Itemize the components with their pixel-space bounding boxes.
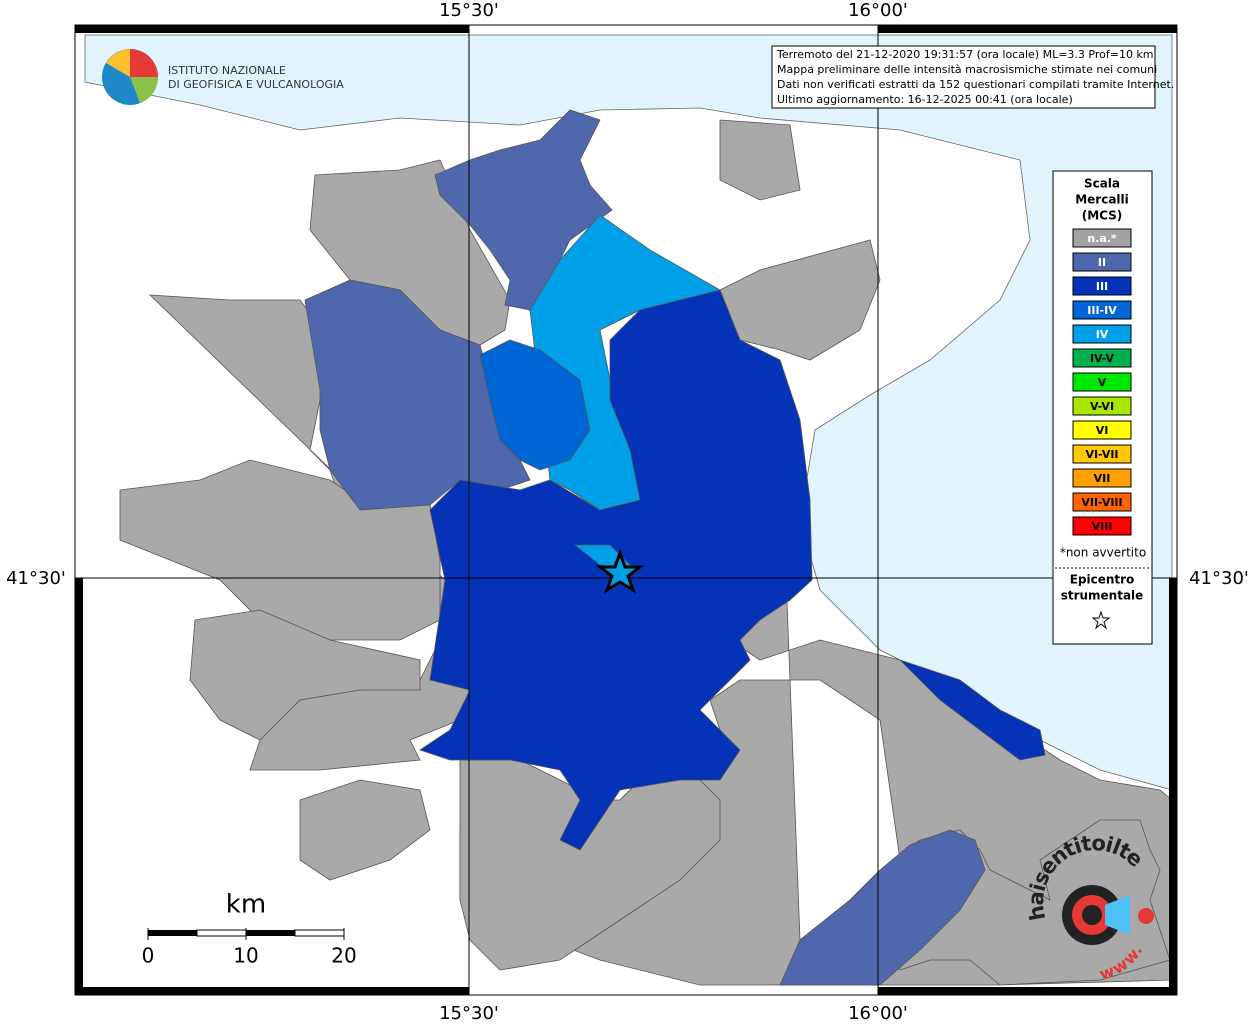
logo-text: DI GEOFISICA E VULCANOLOGIA [168, 78, 344, 91]
legend-label: V-VI [1090, 400, 1114, 413]
legend: ScalaMercalli(MCS)n.a.*IIIIIIII-IVIVIV-V… [1052, 170, 1153, 645]
coordinates: 15°30' 16°00' 15°30' 16°00' 41°30' 41°30… [6, 0, 1249, 1024]
info-line: Dati non verificati estratti da 152 ques… [777, 78, 1174, 91]
legend-label: VIII [1092, 520, 1113, 533]
legend-title: Mercalli [1075, 193, 1129, 207]
scale-tick-label: 10 [233, 944, 258, 968]
legend-label: VII-VIII [1081, 496, 1122, 509]
legend-swatch [1072, 420, 1132, 440]
legend-label: II [1098, 256, 1106, 269]
legend-label: VI [1096, 424, 1109, 437]
legend-swatch [1072, 516, 1132, 536]
legend-label: VI-VII [1085, 448, 1118, 461]
coord-label: 15°30' [439, 0, 499, 21]
legend-epicenter: strumentale [1061, 589, 1144, 603]
info-line: Ultimo aggiornamento: 16-12-2025 00:41 (… [777, 93, 1073, 106]
legend-label: n.a.* [1087, 232, 1117, 245]
legend-swatch [1072, 228, 1132, 248]
legend-label: IV-V [1090, 352, 1115, 365]
legend-label: VII [1094, 472, 1111, 485]
info-line: Terremoto del 21-12-2020 19:31:57 (ora l… [776, 48, 1154, 61]
legend-swatch [1072, 324, 1132, 344]
info-line: Mappa preliminare delle intensità macros… [777, 63, 1157, 76]
legend-star [1091, 610, 1111, 630]
legend-swatch [1072, 444, 1132, 464]
legend-title: Scala [1084, 177, 1120, 191]
gray-regions [119, 119, 1173, 986]
legend-note: *non avvertito [1060, 546, 1146, 560]
legend-label: III-IV [1087, 304, 1117, 317]
legend-label: III [1096, 280, 1108, 293]
logo: ISTITUTO NAZIONALE DI GEOFISICA E VULCAN… [102, 49, 344, 105]
legend-swatch [1072, 348, 1132, 368]
legend-epicenter: Epicentro [1070, 573, 1135, 587]
legend-swatch [1072, 396, 1132, 416]
legend-swatch [1072, 492, 1132, 512]
coord-label: 16°00' [848, 1003, 908, 1024]
coord-label: 41°30' [6, 568, 66, 589]
coord-label: 15°30' [439, 1003, 499, 1024]
legend-swatch [1072, 252, 1132, 272]
scale-tick-label: 0 [142, 944, 155, 968]
epicenter [595, 548, 645, 594]
frame [74, 24, 1178, 996]
legend-swatch [1072, 276, 1132, 296]
legend-swatch [1072, 372, 1132, 392]
coord-label: 41°30' [1189, 568, 1249, 589]
legend-title: (MCS) [1082, 209, 1123, 223]
legend-swatch [1072, 300, 1132, 320]
legend-swatch [1072, 468, 1132, 488]
scale-bar: km 0 10 20 [142, 890, 357, 968]
scale-unit: km [226, 890, 266, 920]
legend-label: V [1098, 376, 1107, 389]
logo-text: ISTITUTO NAZIONALE [168, 64, 286, 77]
scale-tick-label: 20 [331, 944, 356, 968]
info-box: Terremoto del 21-12-2020 19:31:57 (ora l… [771, 45, 1174, 109]
legend-label: IV [1096, 328, 1109, 341]
coord-label: 16°00' [848, 0, 908, 21]
